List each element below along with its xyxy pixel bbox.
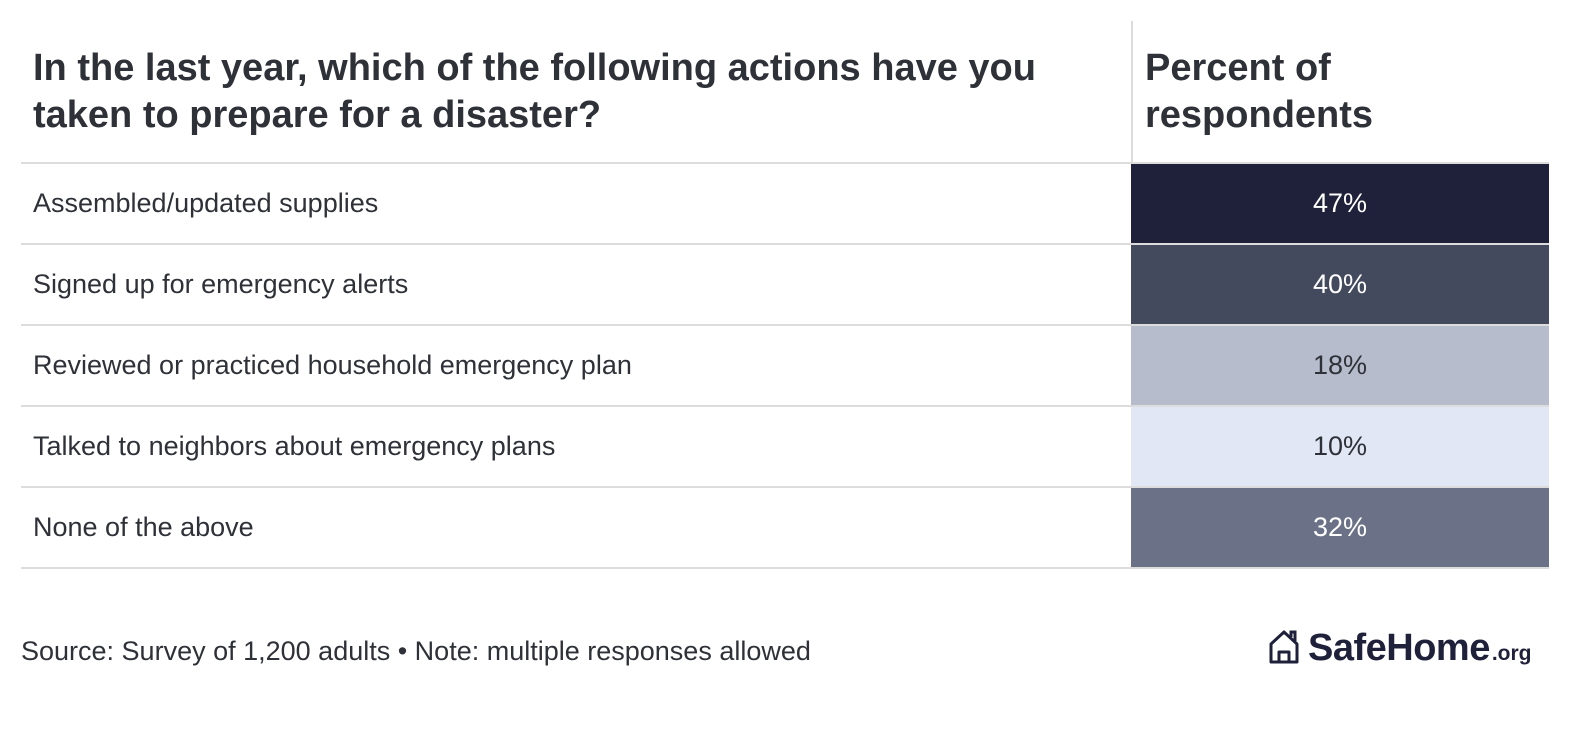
row-percent-cell: 32%	[1131, 488, 1549, 567]
survey-table: In the last year, which of the following…	[21, 21, 1549, 569]
brand-name: SafeHome	[1308, 627, 1490, 669]
brand-logo: SafeHome .org	[1266, 626, 1532, 670]
row-label: Reviewed or practiced household emergenc…	[33, 350, 632, 380]
house-icon	[1269, 630, 1299, 664]
row-label: Assembled/updated supplies	[33, 188, 379, 218]
row-percent-cell: 40%	[1131, 245, 1549, 324]
row-percent-cell: 47%	[1131, 164, 1549, 243]
table-row: Signed up for emergency alerts 40%	[21, 245, 1549, 326]
table-row: Reviewed or practiced household emergenc…	[21, 326, 1549, 407]
brand-tld: .org	[1491, 642, 1532, 665]
row-label: Talked to neighbors about emergency plan…	[33, 431, 556, 461]
table-row: Talked to neighbors about emergency plan…	[21, 407, 1549, 488]
table-row: None of the above 32%	[21, 488, 1549, 569]
column-header-question: In the last year, which of the following…	[33, 47, 1036, 136]
row-percent-cell: 18%	[1131, 326, 1549, 405]
table-header-row: In the last year, which of the following…	[21, 21, 1549, 164]
source-note: Source: Survey of 1,200 adults • Note: m…	[21, 636, 811, 666]
table-row: Assembled/updated supplies 47%	[21, 164, 1549, 245]
row-label: Signed up for emergency alerts	[33, 269, 409, 299]
row-percent-cell: 10%	[1131, 407, 1549, 486]
table-body: Assembled/updated supplies 47% Signed up f…	[21, 164, 1549, 569]
column-header-percent: Percent of respondents	[1131, 21, 1549, 162]
row-label: None of the above	[33, 512, 254, 542]
